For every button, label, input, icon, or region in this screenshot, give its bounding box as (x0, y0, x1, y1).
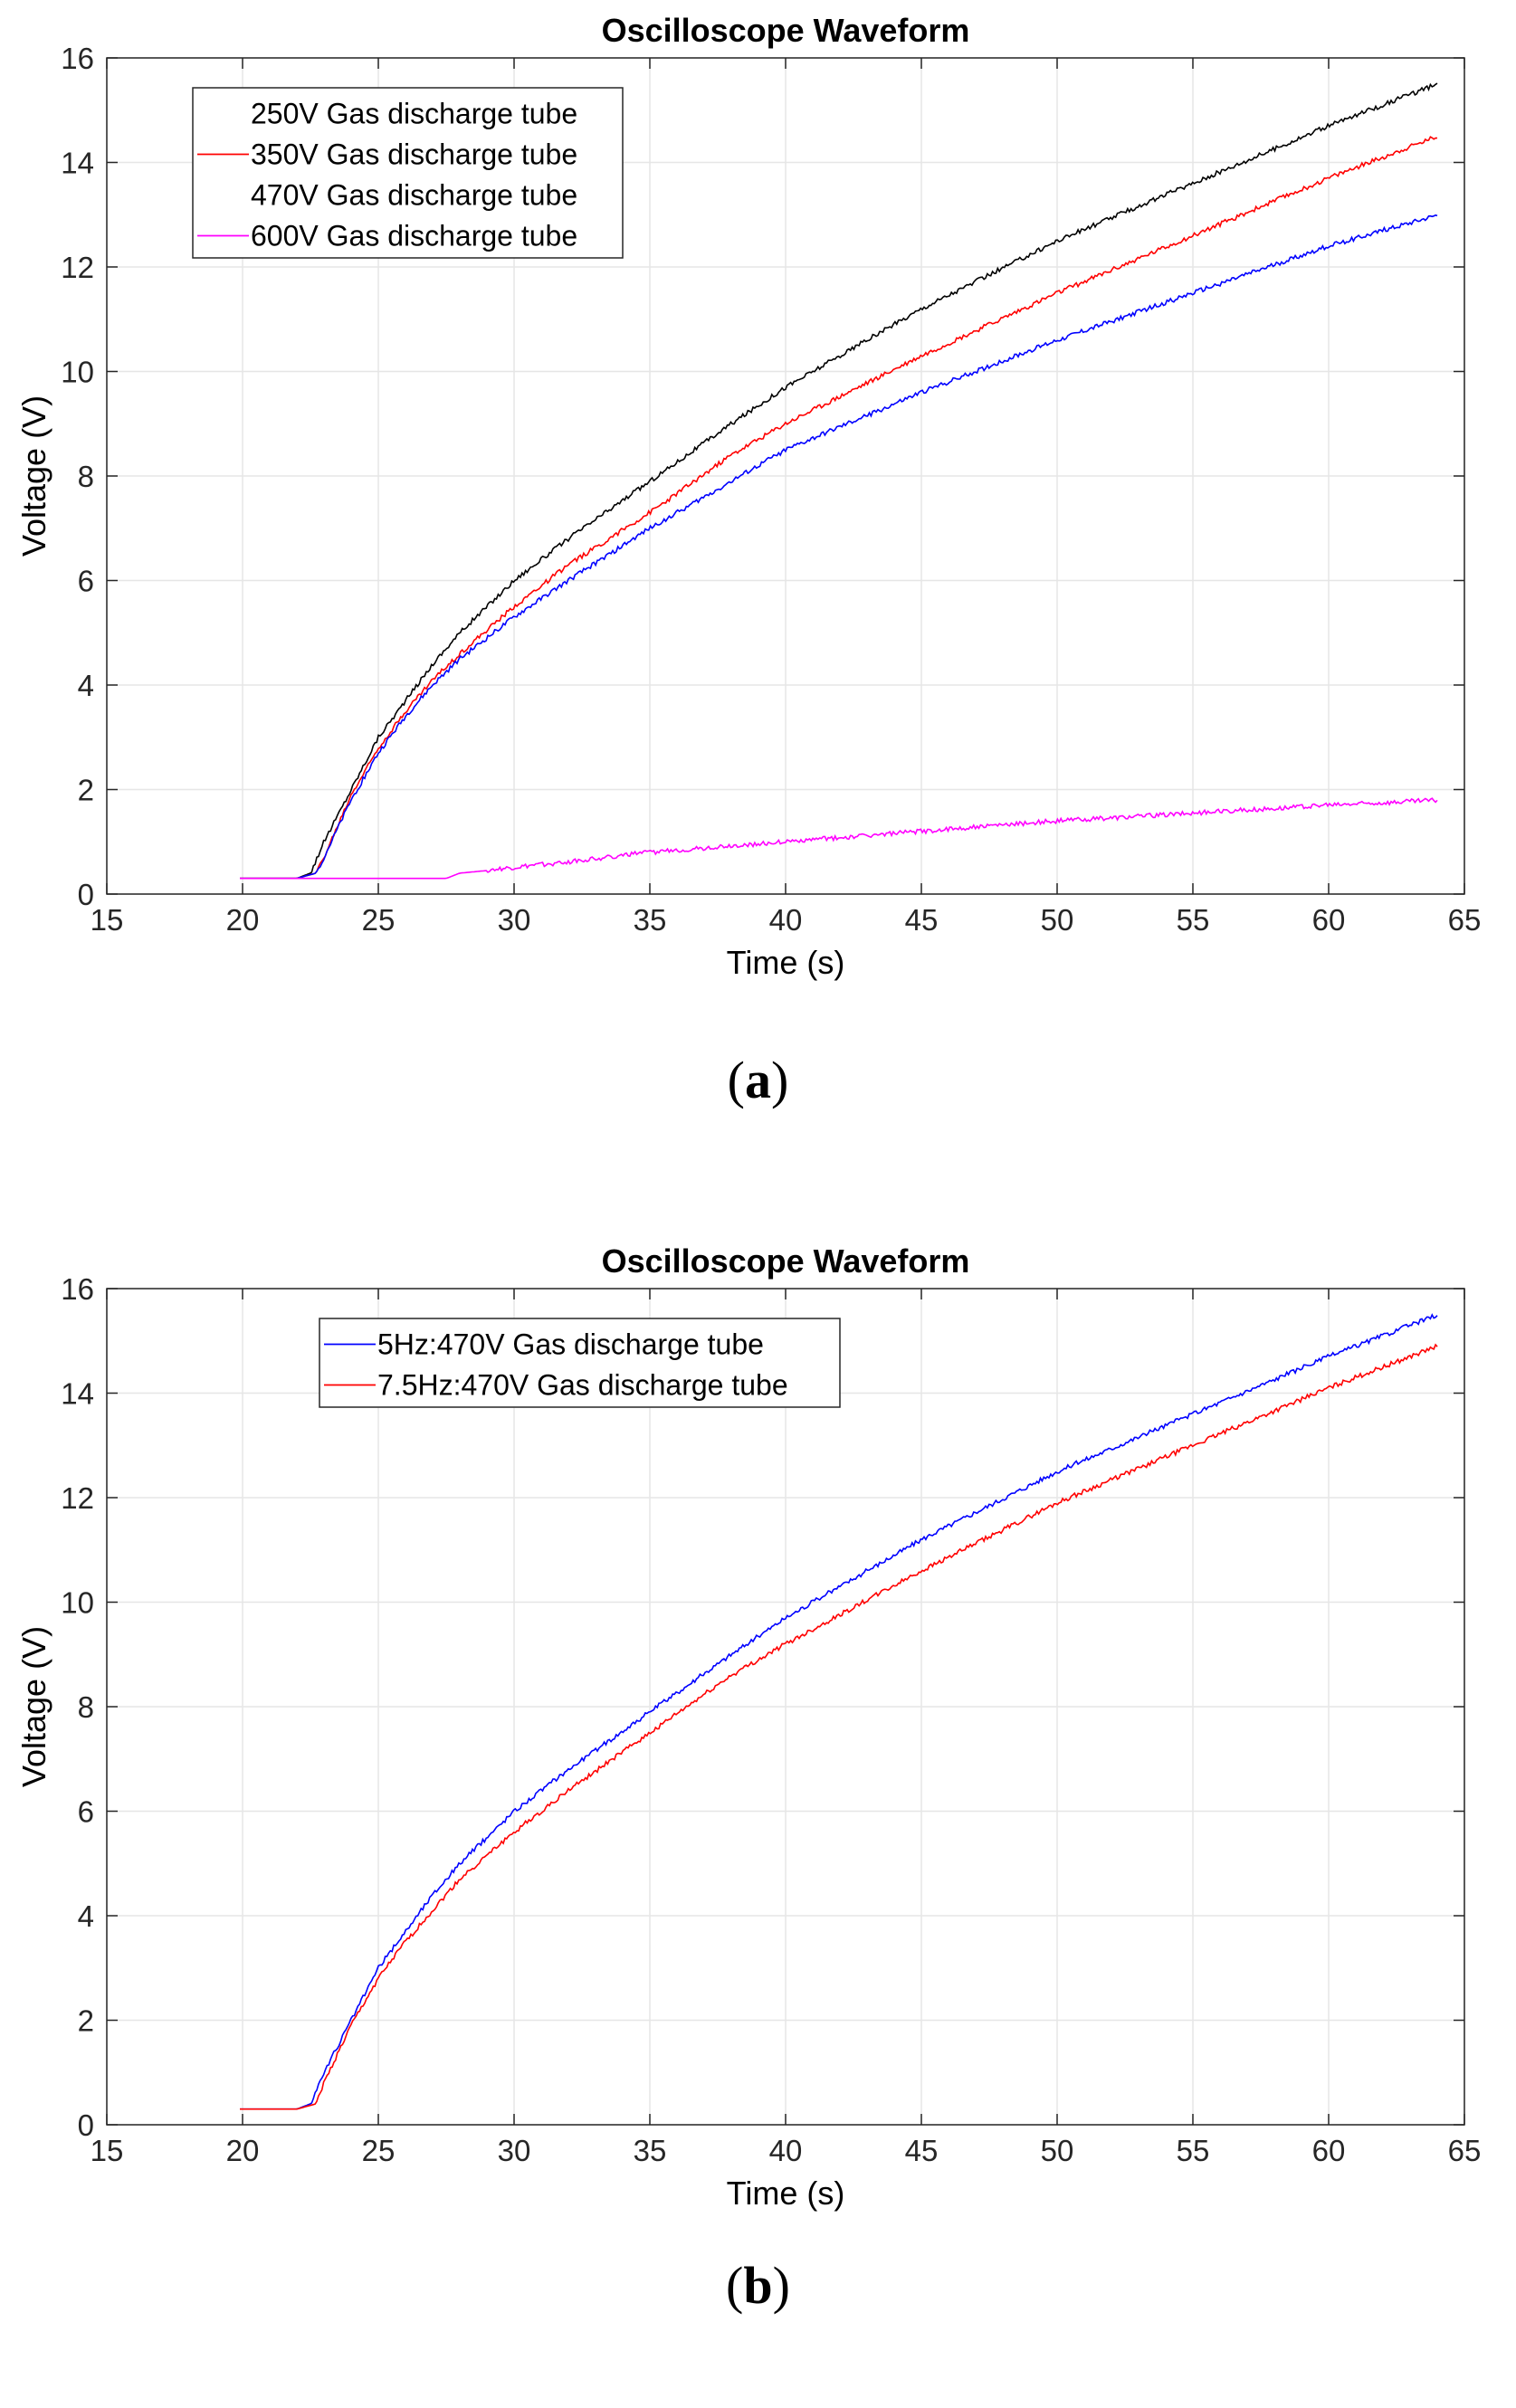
chart-title: Oscilloscope Waveform (602, 1242, 970, 1280)
legend-entry: 600V Gas discharge tube (251, 220, 577, 252)
y-tick-label: 8 (78, 460, 94, 493)
y-tick-label: 8 (78, 1690, 94, 1724)
legend-entry: 250V Gas discharge tube (251, 98, 577, 130)
x-tick-label: 55 (1177, 903, 1210, 937)
series-line (240, 1313, 1438, 2110)
y-tick-label: 2 (78, 2004, 94, 2038)
x-tick-label: 15 (91, 2134, 124, 2167)
legend-entry: 5Hz:470V Gas discharge tube (377, 1328, 764, 1361)
legend-entry: 470V Gas discharge tube (251, 179, 577, 212)
y-tick-label: 2 (78, 774, 94, 807)
x-axis-label: Time (s) (727, 2175, 845, 2212)
y-tick-label: 10 (61, 1586, 94, 1620)
chart-a: 15 20 25 30 35 40 45 50 55 60 65 0 2 4 6 8 10 12 14 16 Oscil… (15, 12, 1482, 981)
y-tick-label: 12 (61, 1481, 94, 1515)
series-line (240, 82, 1438, 880)
x-tick-label: 20 (226, 2134, 260, 2167)
x-tick-label: 30 (498, 2134, 531, 2167)
x-tick-label: 60 (1312, 903, 1346, 937)
x-tick-label: 25 (362, 2134, 396, 2167)
y-tick-label: 6 (78, 1795, 94, 1829)
figure-panel-a: 15 20 25 30 35 40 45 50 55 60 65 0 2 4 6 8 10 12 14 16 Oscil… (15, 12, 1482, 1109)
x-tick-label: 20 (226, 903, 260, 937)
series-line (240, 214, 1438, 880)
y-tick-label: 14 (61, 147, 94, 180)
x-tick-label: 50 (1041, 2134, 1074, 2167)
chart-b: 15 20 25 30 35 40 45 50 55 60 65 0 2 4 6 8 10 12 14 16 Oscil… (15, 1242, 1482, 2212)
y-axis-label: Voltage (V) (15, 1626, 52, 1787)
x-tick-label: 65 (1448, 2134, 1482, 2167)
legend-box (319, 1318, 841, 1408)
legend-entry: 7.5Hz:470V Gas discharge tube (377, 1369, 788, 1402)
y-tick-label: 6 (78, 565, 94, 598)
x-tick-label: 45 (905, 903, 939, 937)
series-line (240, 797, 1438, 880)
series-line (240, 1343, 1438, 2110)
y-tick-label: 14 (61, 1377, 94, 1411)
x-tick-label: 40 (769, 2134, 803, 2167)
y-tick-label: 4 (78, 669, 94, 702)
legend-box (192, 87, 624, 259)
y-tick-label: 0 (78, 878, 94, 911)
x-tick-label: 55 (1177, 2134, 1210, 2167)
series-line (240, 136, 1437, 880)
y-tick-label: 16 (61, 1272, 94, 1306)
y-tick-label: 10 (61, 356, 94, 389)
x-tick-label: 35 (634, 903, 667, 937)
x-tick-label: 60 (1312, 2134, 1346, 2167)
x-tick-label: 35 (634, 2134, 667, 2167)
x-axis-label: Time (s) (727, 944, 845, 981)
chart-title: Oscilloscope Waveform (602, 12, 970, 49)
y-axis-label: Voltage (V) (15, 395, 52, 557)
y-tick-label: 4 (78, 1899, 94, 1933)
y-tick-label: 12 (61, 251, 94, 284)
figure-panel-b: 15 20 25 30 35 40 45 50 55 60 65 0 2 4 6 8 10 12 14 16 Oscil… (0, 1204, 1516, 2408)
x-tick-label: 25 (362, 903, 396, 937)
legend-entry: 350V Gas discharge tube (251, 138, 577, 171)
x-tick-label: 50 (1041, 903, 1074, 937)
panel-label-b: (b) (726, 2256, 790, 2315)
y-tick-label: 0 (78, 2108, 94, 2142)
y-tick-label: 16 (61, 42, 94, 75)
x-tick-label: 30 (498, 903, 531, 937)
panel-label-a: (a) (727, 1051, 789, 1109)
x-tick-label: 15 (91, 903, 124, 937)
x-tick-label: 40 (769, 903, 803, 937)
x-tick-label: 65 (1448, 903, 1482, 937)
x-tick-label: 45 (905, 2134, 939, 2167)
